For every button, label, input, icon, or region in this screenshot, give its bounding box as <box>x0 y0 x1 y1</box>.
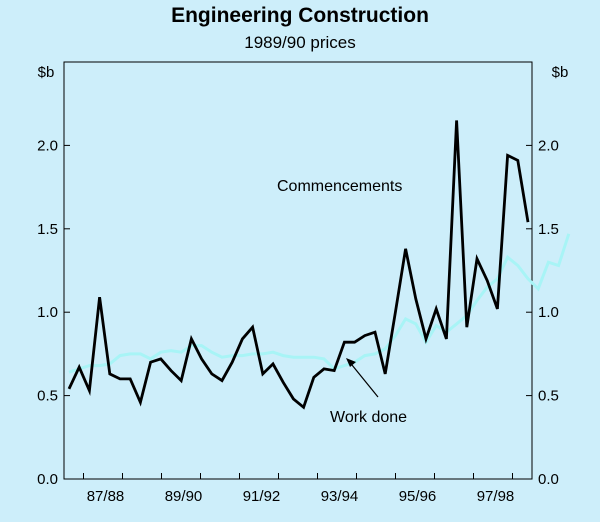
annotation-commencements: Commencements <box>277 178 402 195</box>
y-tick-label-right: 0.0 <box>538 471 559 488</box>
y-tick-label-left: 2.0 <box>37 137 58 154</box>
plot-area <box>63 61 533 480</box>
x-tick-label: 89/90 <box>165 488 203 505</box>
annotation-work-done: Work done <box>330 409 407 426</box>
x-tick-label: 93/94 <box>321 488 359 505</box>
chart-subtitle: 1989/90 prices <box>244 33 356 52</box>
commencements-line <box>67 120 530 410</box>
y-tick-label-right: 1.5 <box>538 221 559 238</box>
x-tick-label: 95/96 <box>399 488 437 505</box>
y-tick-label-right: 1.0 <box>538 304 559 321</box>
chart-title: Engineering Construction <box>171 4 429 27</box>
x-tick-label: 91/92 <box>243 488 281 505</box>
x-tick-label: 97/98 <box>477 488 515 505</box>
y-tick-label-right: 2.0 <box>538 137 559 154</box>
x-tick-label: 87/88 <box>87 488 125 505</box>
work-done-pointer-line <box>351 364 379 398</box>
work-done-line <box>68 233 571 374</box>
work-done-pointer-arrowhead <box>346 358 356 367</box>
y-tick-label-right: 0.5 <box>538 388 559 405</box>
y-axis-label-left: $b <box>38 64 55 81</box>
y-axis-label-right: $b <box>552 64 569 81</box>
y-tick-label-left: 0.0 <box>37 471 58 488</box>
y-tick-label-left: 1.5 <box>37 221 58 238</box>
y-tick-label-left: 1.0 <box>37 304 58 321</box>
y-tick-label-left: 0.5 <box>37 388 58 405</box>
